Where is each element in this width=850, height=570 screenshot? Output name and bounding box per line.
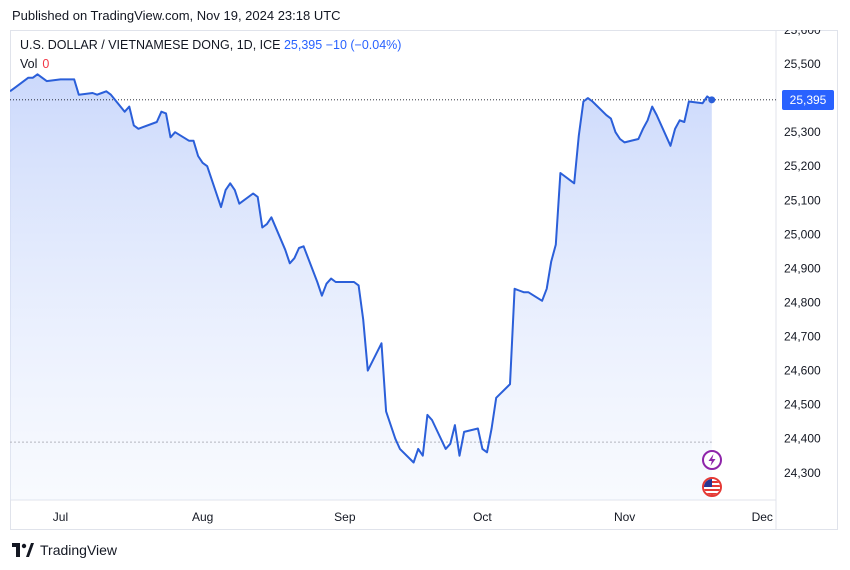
footer: TradingView [12,542,117,558]
y-tick-label: 25,000 [784,227,821,241]
y-tick-label: 24,800 [784,295,821,309]
x-tick-label: Jul [53,510,68,524]
y-tick-label: 25,200 [784,159,821,173]
plot-area [10,73,776,501]
x-tick-label: Oct [473,510,492,524]
last-point-marker [708,96,716,104]
volume-legend: Vol 0 [20,57,49,71]
symbol-legend: U.S. DOLLAR / VIETNAMESE DONG, 1D, ICE 2… [20,38,401,52]
y-tick-label: 25,600 [784,30,821,37]
y-tick-label: 25,100 [784,193,821,207]
symbol-title[interactable]: U.S. DOLLAR / VIETNAMESE DONG, 1D, ICE [20,38,281,52]
price-change: −10 (−0.04%) [325,38,402,52]
tradingview-brand[interactable]: TradingView [40,542,118,558]
x-tick-label: Nov [614,510,635,524]
y-tick-label: 24,600 [784,364,821,378]
y-tick-label: 24,900 [784,261,821,275]
y-tick-label: 24,500 [784,398,821,412]
area-fill [10,74,712,501]
x-axis: Jul Aug Sep Oct Nov Dec [53,510,773,524]
y-tick-label: 25,300 [784,125,821,139]
y-tick-label: 25,500 [784,57,821,71]
x-tick-label: Dec [752,510,773,524]
x-tick-label: Sep [334,510,356,524]
y-axis: 24,300 24,400 24,500 24,600 24,700 24,800 24,9… [784,30,821,480]
x-tick-label: Aug [192,510,213,524]
tradingview-logo-icon[interactable] [12,543,34,557]
last-price-tag: 25,395 [782,89,834,110]
price-series-line[interactable] [10,73,713,464]
volume-label[interactable]: Vol [20,57,38,71]
last-price: 25,395 [283,38,323,52]
published-caption: Published on TradingView.com, Nov 19, 20… [12,8,341,23]
us-flag-icon[interactable] [702,477,722,497]
volume-value: 0 [42,57,50,71]
lightning-event-icon[interactable] [702,450,722,470]
y-tick-label: 24,400 [784,432,821,446]
price-chart[interactable]: 24,300 24,400 24,500 24,600 24,700 24,800 24,9… [10,30,838,530]
y-tick-label: 24,300 [784,466,821,480]
y-tick-label: 24,700 [784,330,821,344]
